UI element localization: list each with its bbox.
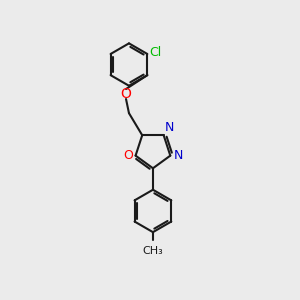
- Text: Cl: Cl: [150, 46, 162, 59]
- Text: CH₃: CH₃: [142, 246, 163, 256]
- Text: N: N: [173, 149, 183, 162]
- Text: N: N: [165, 121, 175, 134]
- Text: O: O: [123, 149, 133, 162]
- Text: O: O: [121, 87, 131, 101]
